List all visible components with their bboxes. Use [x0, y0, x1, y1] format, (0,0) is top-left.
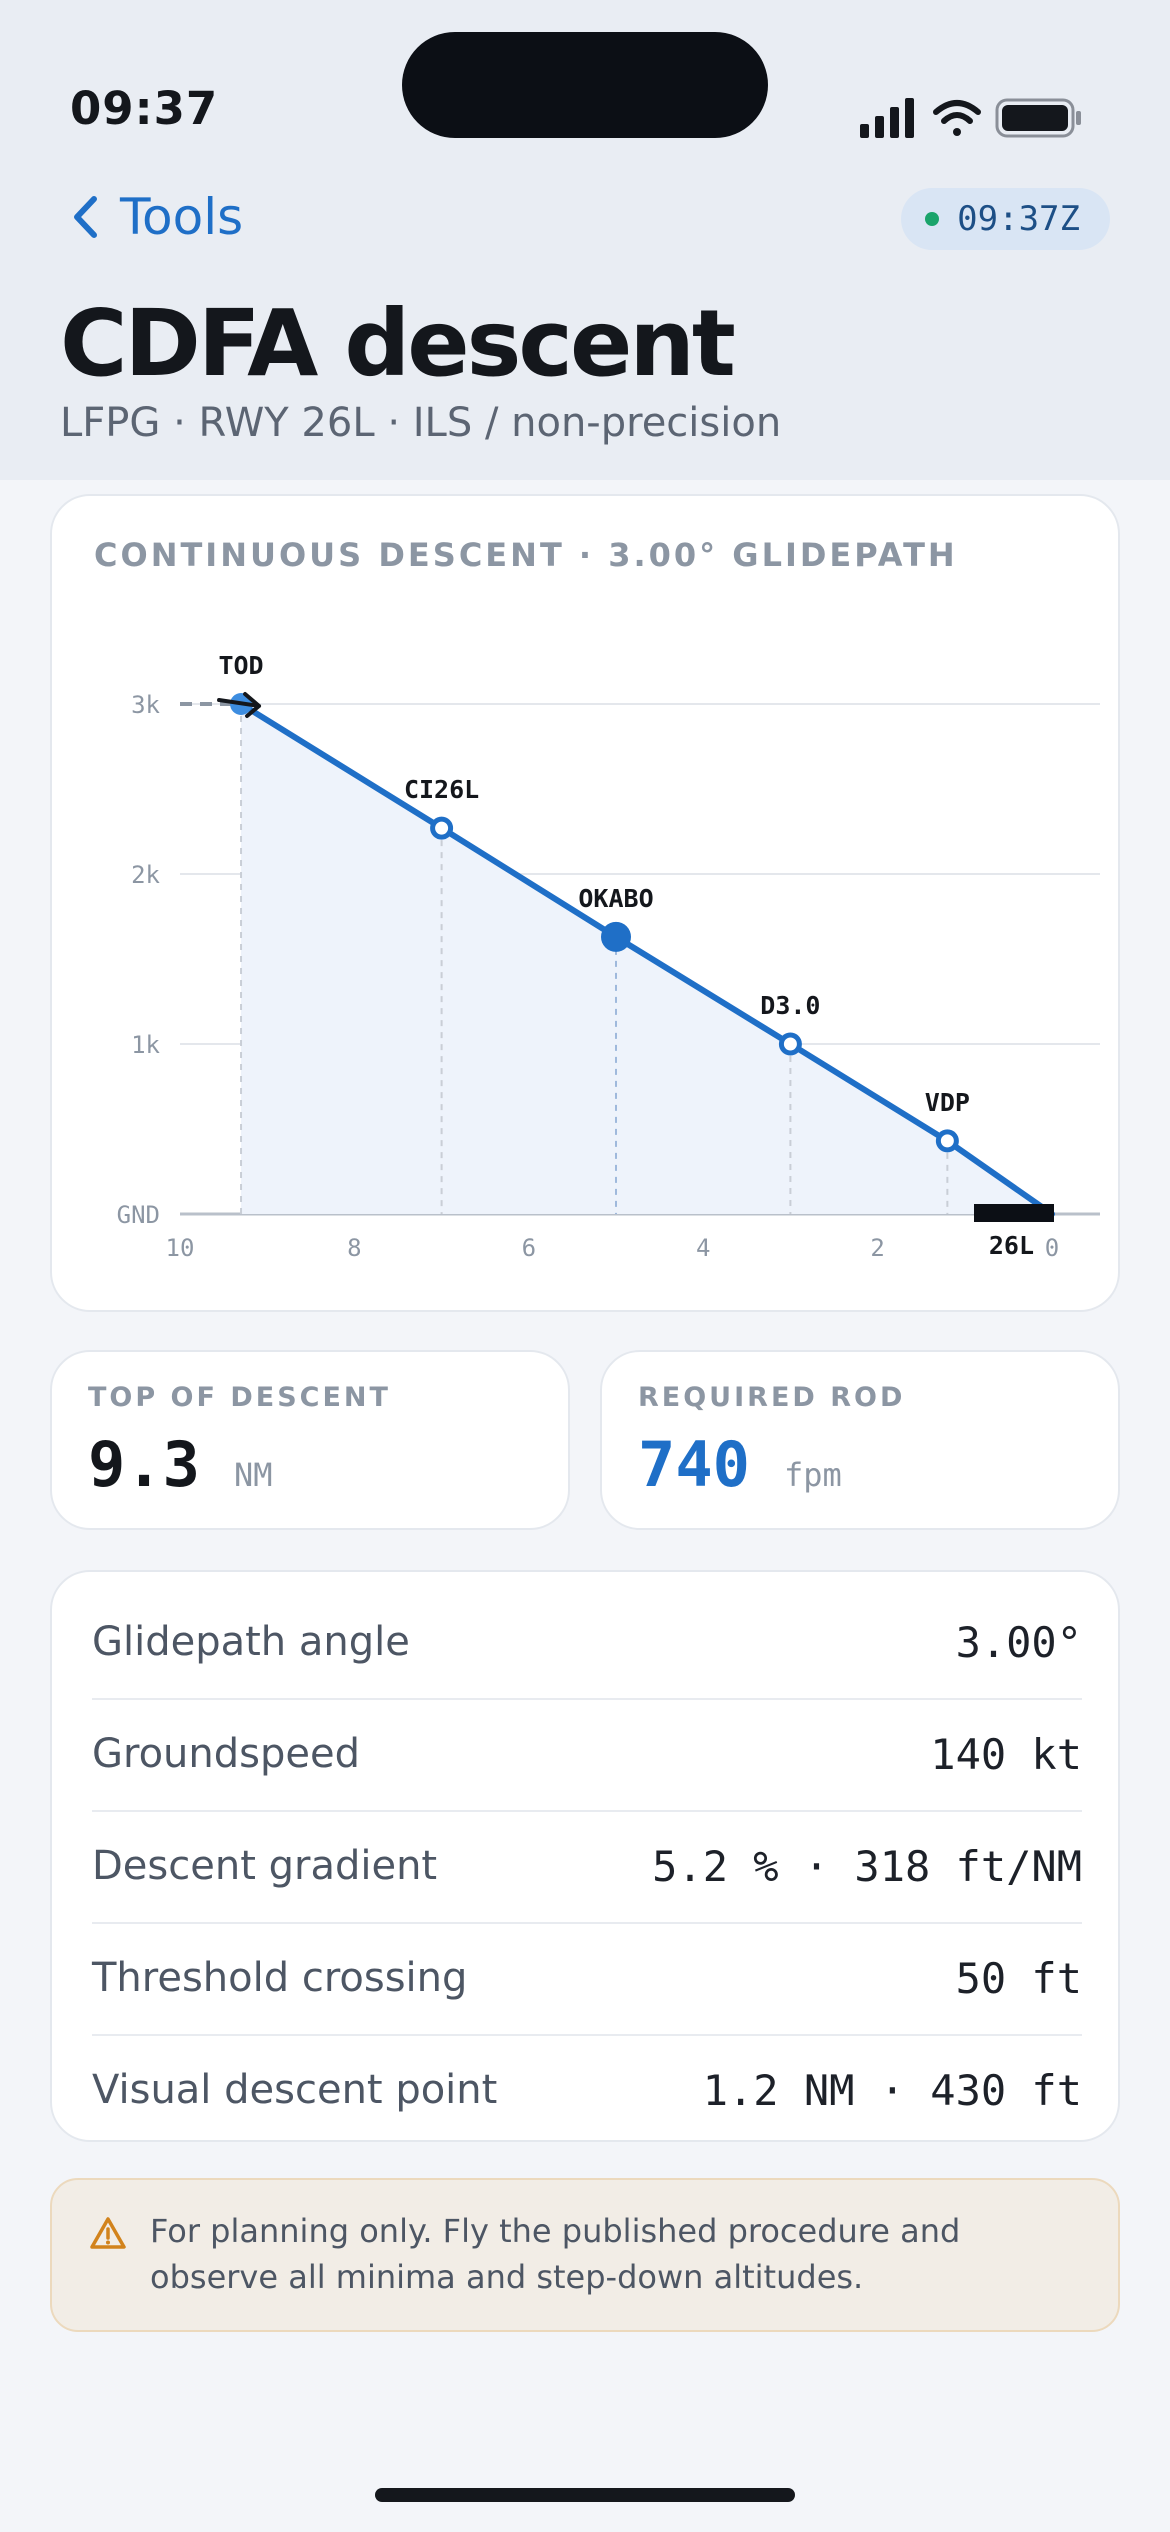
x-tick-label: 4 — [696, 1234, 710, 1262]
descent-profile-card: CONTINUOUS DESCENT · 3.00° GLIDEPATH GND… — [50, 494, 1120, 1312]
y-tick-label: 1k — [131, 1031, 160, 1059]
page-title: CDFA descent — [60, 290, 736, 397]
descent-profile-chart: GND 1k 2k 3k 10 8 6 4 2 0 26L TOD CI26L OKABO D3.0 VDP — [117, 651, 1100, 1262]
required-rod-value: 740 — [638, 1428, 750, 1501]
param-label: Groundspeed — [92, 1731, 360, 1777]
battery-icon — [995, 98, 1081, 138]
top-of-descent-unit: NM — [233, 1456, 273, 1494]
live-dot-icon — [925, 212, 940, 226]
waypoint-label: D3.0 — [760, 991, 820, 1020]
cellular-signal-icon — [860, 98, 914, 138]
param-value: 140 kt — [930, 1729, 1082, 1779]
parameters-card: Glidepath angle 3.00° Groundspeed 140 kt… — [50, 1570, 1120, 2142]
param-row: Visual descent point 1.2 NM · 430 ft — [92, 2034, 1082, 2146]
home-indicator — [375, 2488, 795, 2502]
stat-label: TOP OF DESCENT — [88, 1382, 391, 1413]
param-label: Descent gradient — [92, 1843, 438, 1889]
param-label: Visual descent point — [92, 2067, 498, 2113]
waypoint-label: VDP — [925, 1088, 970, 1117]
param-label: Glidepath angle — [92, 1619, 410, 1665]
planning-disclaimer: For planning only. Fly the published pro… — [50, 2178, 1120, 2332]
param-row: Descent gradient 5.2 % · 318 ft/NM — [92, 1810, 1082, 1922]
utc-clock: 09:37Z — [957, 199, 1080, 239]
waypoint-marker — [601, 921, 631, 952]
waypoint-label: CI26L — [404, 775, 479, 804]
waypoint-marker — [778, 1032, 802, 1056]
param-value: 5.2 % · 318 ft/NM — [652, 1841, 1082, 1891]
required-rod-unit: fpm — [783, 1456, 842, 1494]
param-value: 50 ft — [955, 1953, 1082, 2003]
glidepath-line — [238, 701, 1055, 1217]
chevron-left-icon — [74, 196, 97, 238]
wifi-icon — [933, 100, 981, 136]
y-tick-label: GND — [117, 1201, 160, 1229]
runway-bar — [974, 1204, 1054, 1222]
top-of-descent-value: 9.3 — [88, 1428, 200, 1501]
waypoint-label: OKABO — [578, 884, 653, 913]
runway-label: 26L — [989, 1231, 1034, 1260]
top-of-descent-arrow — [217, 692, 262, 718]
waypoint-label: TOD — [218, 651, 263, 680]
page-subtitle: LFPG · RWY 26L · ILS / non-precision — [60, 400, 782, 446]
stat-label: REQUIRED ROD — [638, 1382, 906, 1413]
param-value: 1.2 NM · 430 ft — [702, 2065, 1082, 2115]
x-tick-label: 2 — [870, 1234, 884, 1262]
waypoint-marker — [430, 816, 454, 840]
back-button[interactable]: Tools — [72, 188, 243, 246]
x-tick-label: 10 — [166, 1234, 195, 1262]
waypoint-marker — [935, 1129, 959, 1153]
status-icons — [860, 98, 1081, 138]
dynamic-island — [402, 32, 768, 138]
y-tick-label: 2k — [131, 861, 160, 889]
status-time: 09:37 — [70, 82, 219, 135]
param-row: Glidepath angle 3.00° — [92, 1586, 1082, 1698]
disclaimer-text: For planning only. Fly the published pro… — [150, 2212, 961, 2296]
chart-label: CONTINUOUS DESCENT · 3.00° GLIDEPATH — [94, 536, 958, 574]
y-tick-label: 3k — [131, 691, 160, 719]
warning-icon — [90, 2217, 126, 2249]
param-label: Threshold crossing — [92, 1955, 468, 2001]
required-rod-card: REQUIRED ROD 740 fpm — [600, 1350, 1120, 1530]
utc-clock-badge: 09:37Z — [901, 188, 1110, 250]
param-row: Threshold crossing 50 ft — [92, 1922, 1082, 2034]
back-label: Tools — [120, 188, 244, 246]
param-row: Groundspeed 140 kt — [92, 1698, 1082, 1810]
x-tick-label: 8 — [347, 1234, 361, 1262]
top-of-descent-card: TOP OF DESCENT 9.3 NM — [50, 1350, 570, 1530]
x-tick-label: 0 — [1045, 1234, 1059, 1262]
x-tick-label: 6 — [522, 1234, 536, 1262]
param-value: 3.00° — [955, 1617, 1082, 1667]
